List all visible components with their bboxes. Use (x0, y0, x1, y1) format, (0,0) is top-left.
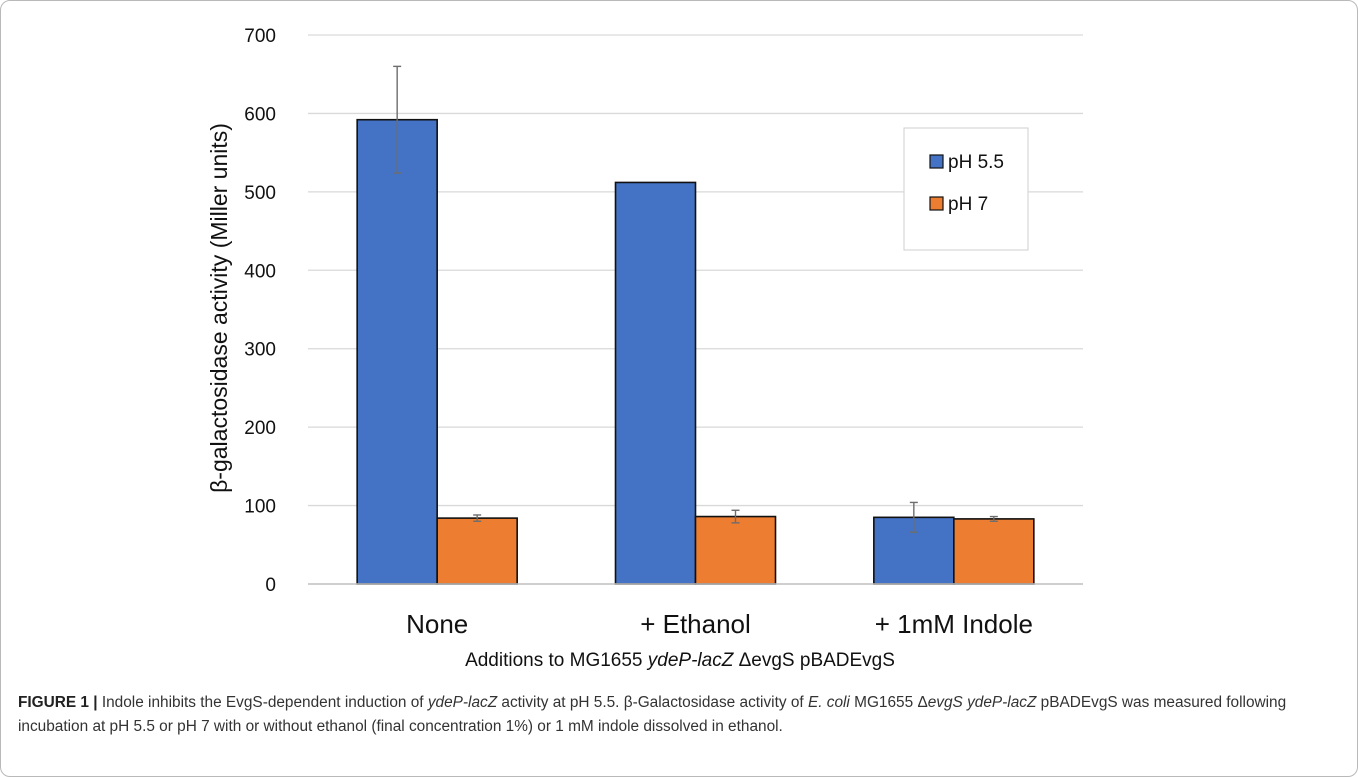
y-tick-label-200: 200 (244, 418, 276, 439)
x-category-label-0: None (406, 609, 468, 639)
y-tick-label-500: 500 (244, 183, 276, 204)
x-axis-label-part-4: pBADEvgS (795, 650, 895, 671)
x-axis-label-part-1: Additions to MG1655 (465, 650, 648, 671)
y-tick-label-700: 700 (244, 26, 276, 47)
figure-caption: FIGURE 1 | Indole inhibits the EvgS-depe… (18, 691, 1338, 739)
y-axis-label: β-galactosidase activity (Miller units) (206, 123, 232, 493)
caption-text-5: MG1655 Δ (849, 694, 928, 711)
legend-label-1: pH 5.5 (948, 152, 1004, 173)
y-tick-label-0: 0 (265, 575, 276, 596)
caption-label: FIGURE 1 | (18, 694, 98, 711)
caption-text-1: Indole inhibits the EvgS-dependent induc… (97, 694, 428, 711)
bar-ethanol-series-2 (694, 515, 777, 585)
y-tick-label-100: 100 (244, 497, 276, 518)
bar-none-series-2 (436, 517, 518, 585)
bar-1mm-indole-series-2 (953, 518, 1035, 585)
x-axis-label: Additions to MG1655 ydeP-lacZ ΔevgS pBAD… (465, 650, 895, 671)
bar-ethanol-series-1 (614, 181, 697, 585)
y-tick-label-300: 300 (244, 340, 276, 361)
x-axis-label-part-3: ΔevgS (733, 650, 794, 671)
legend-swatch-2 (929, 196, 944, 211)
y-tick-label-400: 400 (244, 261, 276, 282)
caption-text-7: pBADEvgS was measured following incubati… (18, 694, 1287, 735)
y-tick-label-600: 600 (244, 104, 276, 125)
caption-text-2: ydeP-lacZ (427, 694, 498, 711)
x-axis-label-part-2: ydeP-lacZ (646, 650, 735, 671)
caption-text-4: E. coli (807, 694, 850, 711)
legend-swatch-1 (929, 154, 944, 169)
x-category-label-2: + 1mM Indole (875, 609, 1033, 639)
bar-chart: 0 100 200 300 400 500 600 700 None + Ethanol + 1mM… (206, 26, 1083, 671)
legend-label-2: pH 7 (948, 194, 988, 215)
axes: 0 100 200 300 400 500 600 700 None + Ethanol + 1mM… (244, 26, 1083, 639)
x-category-label-1: + Ethanol (640, 609, 751, 639)
legend-box (903, 127, 1029, 251)
caption-text-3: activity at pH 5.5. β-Galactosidase acti… (497, 694, 808, 711)
caption-text-6: evgS ydeP-lacZ (927, 694, 1037, 711)
bar-none-series-1 (356, 118, 438, 585)
legend: pH 5.5 pH 7 (903, 127, 1029, 251)
